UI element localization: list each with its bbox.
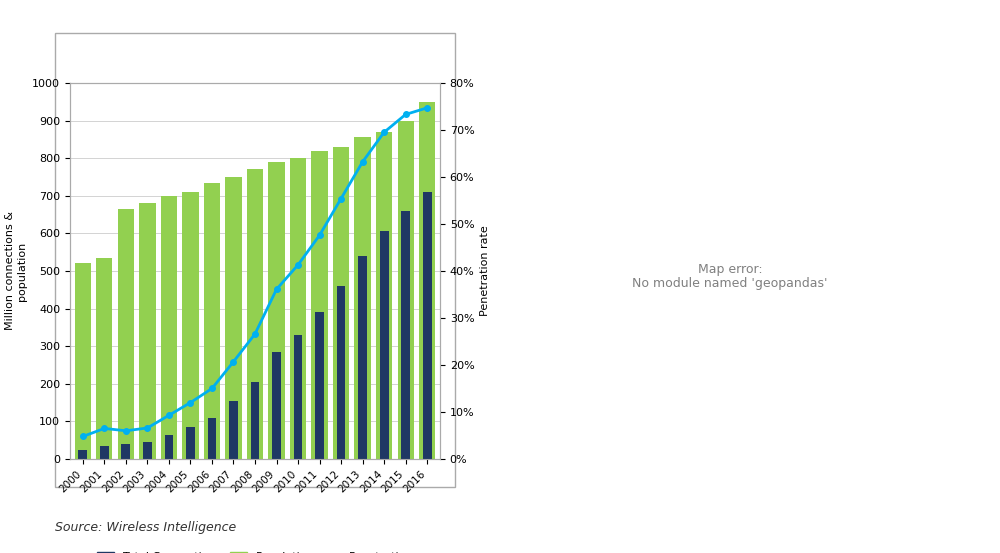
Bar [358,256,367,459]
Penetration [357,159,369,165]
Penetration [184,399,196,406]
Bar [225,177,242,459]
Bar [294,335,302,459]
Penetration [292,262,304,268]
Bar [311,150,328,459]
Bar [139,204,156,459]
Bar [376,132,392,459]
Bar [204,182,220,459]
Bar [272,352,281,459]
Bar [78,450,87,459]
Bar [118,209,134,459]
Bar [208,418,216,459]
Bar [96,258,112,459]
Bar [229,401,238,459]
Bar [161,196,177,459]
Penetration [335,195,347,202]
Bar [165,435,173,459]
Legend: Total Connections, Population, Penetration: Total Connections, Population, Penetrati… [93,547,417,553]
Bar [401,211,410,459]
Text: Map error:
No module named 'geopandas': Map error: No module named 'geopandas' [632,263,828,290]
Bar [419,102,435,459]
Penetration [400,111,412,118]
Penetration [378,129,390,135]
Penetration [271,286,283,293]
Penetration [227,358,239,365]
Penetration [206,385,218,392]
Bar [380,232,389,459]
Bar [186,427,195,459]
Bar [398,121,414,459]
Penetration [421,105,433,111]
Bar [290,158,306,459]
Penetration [98,425,110,432]
Text: Source: Wireless Intelligence: Source: Wireless Intelligence [55,521,236,534]
Y-axis label: Million connections &
population: Million connections & population [5,211,27,331]
Bar [251,382,259,459]
Penetration [314,232,326,238]
Bar [143,442,152,459]
Bar [268,162,285,459]
Bar [354,138,371,459]
Bar [121,444,130,459]
Penetration [249,331,261,337]
Bar [75,263,91,459]
Bar [315,312,324,459]
Bar [100,446,109,459]
Penetration [141,425,153,431]
Bar [337,286,345,459]
Bar [423,192,432,459]
Bar [247,169,263,459]
Penetration [163,412,175,419]
Line: Penetration: Penetration [80,105,430,439]
Bar [333,147,349,459]
Y-axis label: Penetration rate: Penetration rate [480,226,490,316]
Penetration [77,433,89,440]
Penetration [120,427,132,434]
Bar [182,192,199,459]
